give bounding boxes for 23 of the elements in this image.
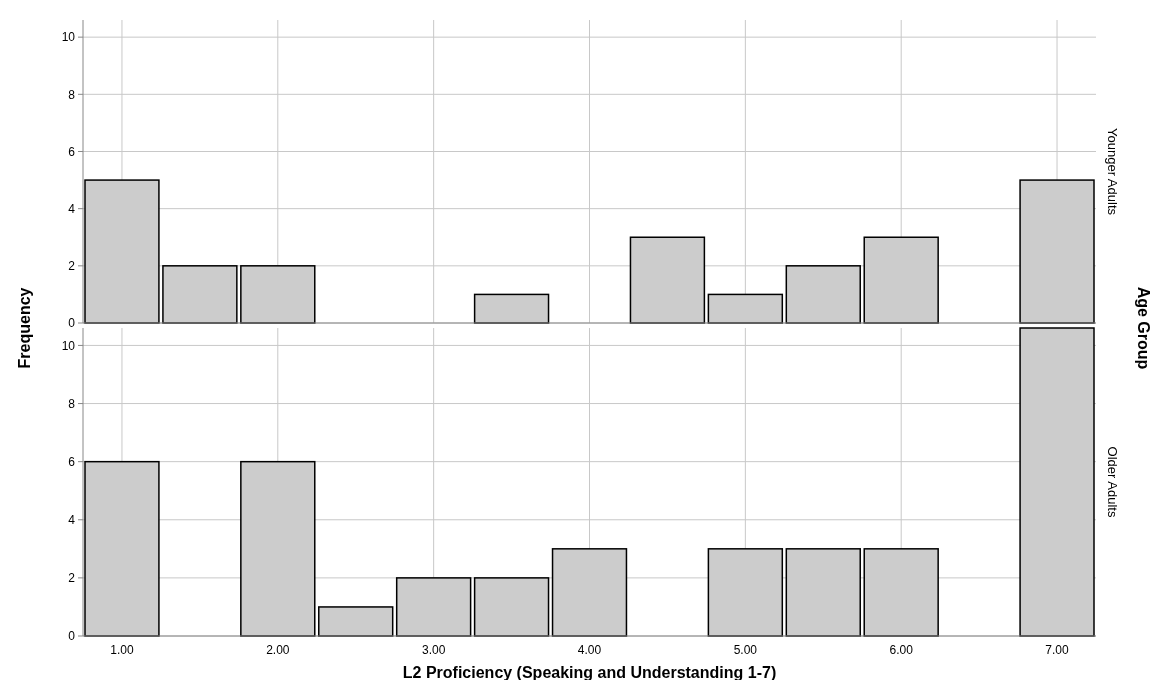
- y-tick-label: 8: [68, 396, 76, 411]
- y-tick-label: 8: [68, 87, 76, 102]
- y-tick-label: 4: [68, 512, 76, 527]
- y-tick-label: 6: [68, 144, 76, 159]
- y-tick-label: 0: [68, 629, 76, 644]
- x-tick-label: 4.00: [577, 643, 602, 657]
- y-tick-label: 2: [68, 571, 76, 586]
- y-tick-label: 6: [68, 454, 76, 469]
- y-tick-label: 4: [68, 201, 76, 216]
- x-tick-label: 3.00: [421, 643, 446, 657]
- x-tick-label: 5.00: [733, 643, 758, 657]
- y2-axis-title: Older Adults: [1105, 446, 1120, 518]
- text: Age Group: [1135, 286, 1152, 370]
- y-axis-title: Frequency: [16, 287, 33, 369]
- y-tick-label: 2: [68, 259, 76, 274]
- x-tick-label: 7.00: [1045, 643, 1070, 657]
- y2-axis-title: Younger Adults: [1105, 128, 1120, 216]
- y-tick-label: 0: [68, 316, 76, 331]
- y-tick-label: 10: [61, 338, 76, 353]
- y-tick-label: 10: [61, 30, 76, 45]
- x-tick-label: 1.00: [110, 643, 134, 657]
- x-tick-label: 2.00: [266, 643, 290, 657]
- x-tick-label: 6.00: [889, 643, 914, 657]
